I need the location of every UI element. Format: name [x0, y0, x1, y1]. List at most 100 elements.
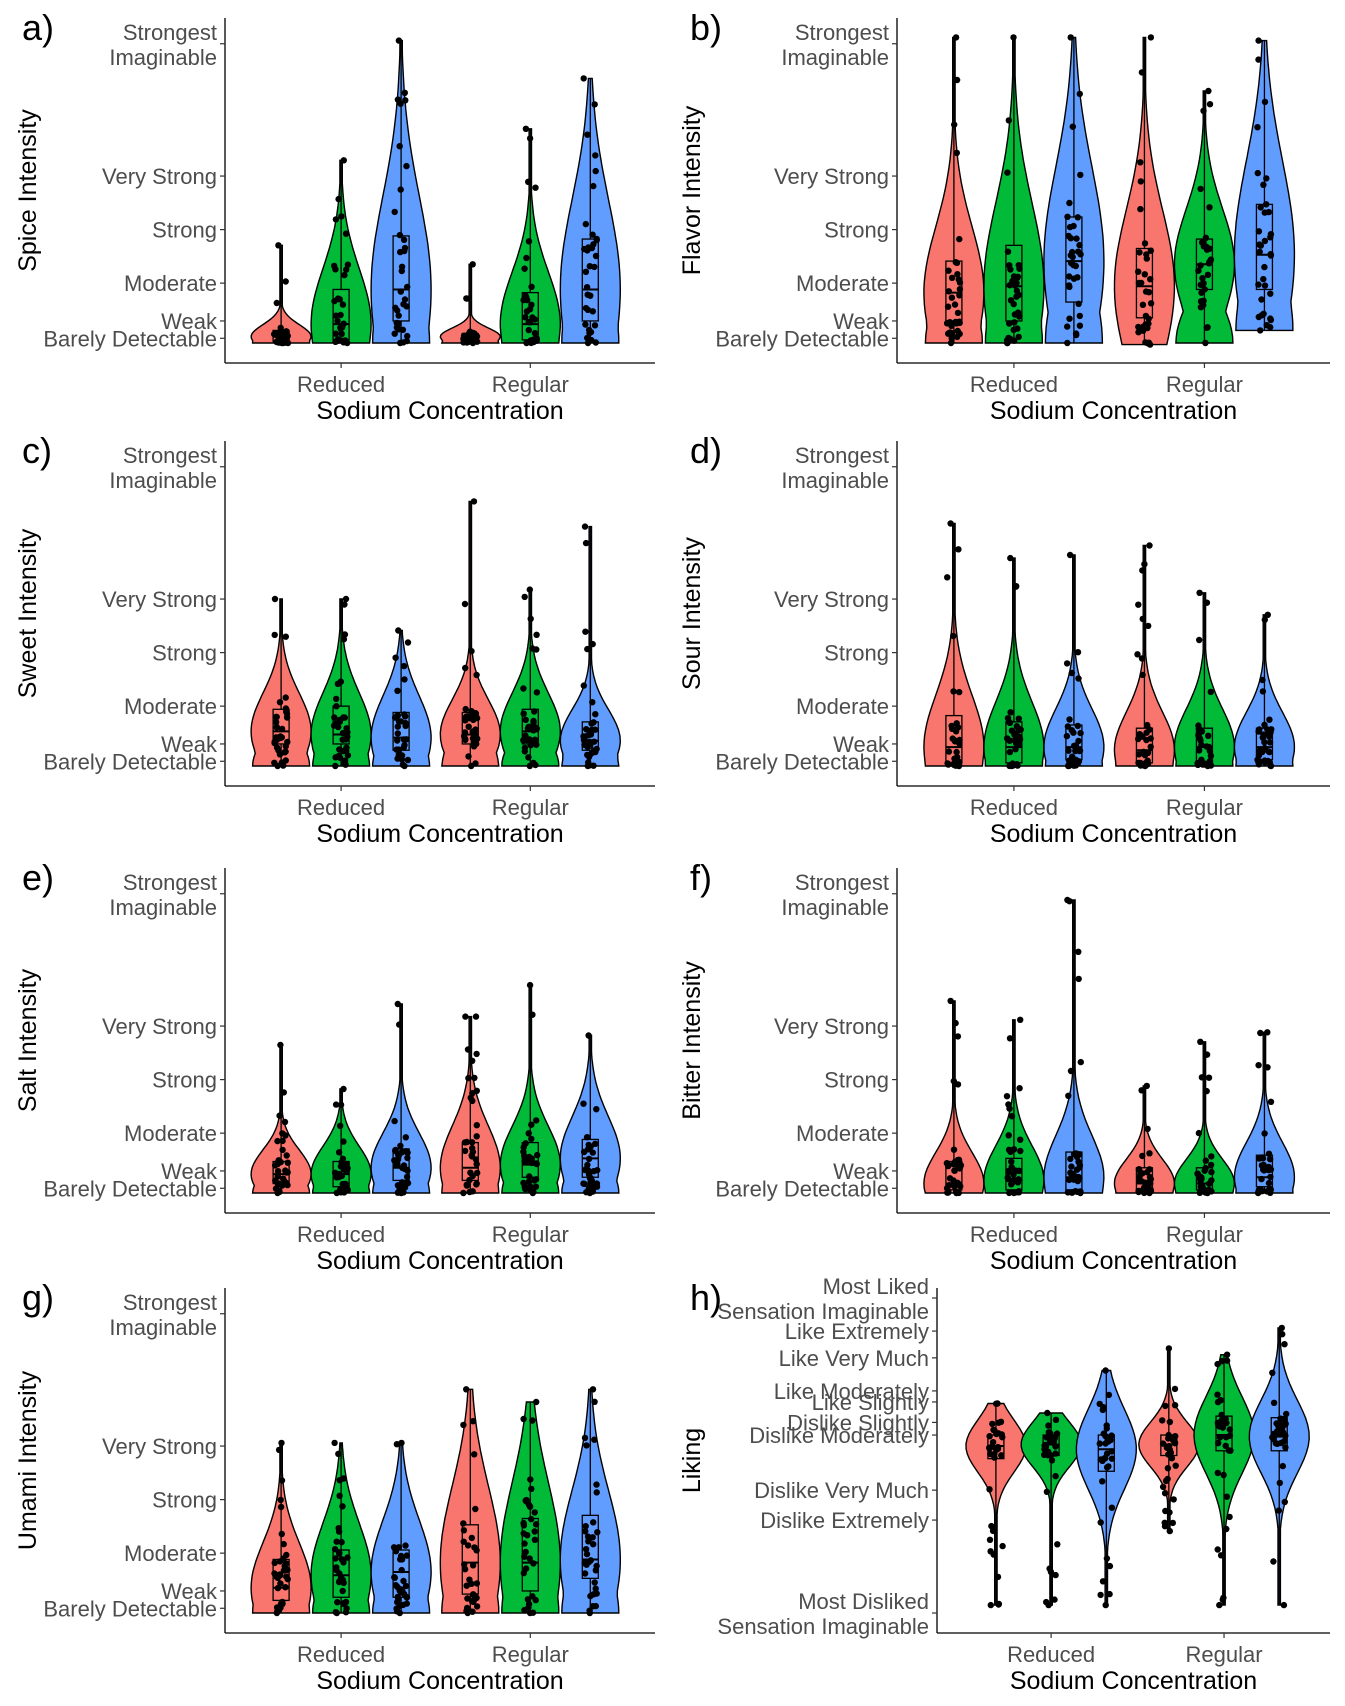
y-tick-label: Weak [833, 732, 890, 757]
data-point [986, 1536, 994, 1544]
data-point [1069, 1170, 1076, 1177]
data-point [533, 646, 540, 653]
data-point [400, 339, 407, 346]
data-point [1280, 1601, 1288, 1609]
data-point [954, 1081, 962, 1088]
data-point [1011, 737, 1018, 744]
data-point [473, 334, 480, 341]
x-tick-label: Reduced [970, 795, 1058, 820]
data-point [1261, 237, 1269, 245]
data-point [463, 1604, 471, 1612]
data-point [593, 1481, 600, 1488]
data-point [460, 1527, 468, 1534]
data-point [470, 743, 478, 750]
data-point [469, 1097, 476, 1105]
data-point [1197, 262, 1204, 269]
data-point [953, 320, 960, 327]
data-point [284, 1159, 291, 1166]
data-point [587, 731, 595, 738]
data-point [332, 266, 339, 273]
data-point [1261, 209, 1269, 216]
data-point [1140, 748, 1147, 755]
data-point [590, 1168, 597, 1175]
data-point [1214, 1546, 1221, 1553]
data-point [472, 1013, 480, 1020]
data-point [1016, 1085, 1023, 1092]
data-point [588, 720, 595, 727]
data-point [1072, 762, 1080, 769]
data-point [1266, 716, 1273, 723]
data-point [593, 1106, 600, 1113]
data-point [473, 1133, 480, 1140]
data-point [1261, 721, 1268, 728]
data-point [988, 1443, 995, 1450]
data-point [1135, 759, 1142, 767]
data-point [589, 1149, 596, 1156]
data-point [339, 1155, 347, 1163]
data-point [1147, 247, 1155, 254]
y-tick-label: Dislike Slightly [787, 1410, 929, 1435]
data-point [1100, 1430, 1108, 1437]
data-point [402, 719, 409, 727]
data-point [525, 326, 532, 334]
x-tick-label: Reduced [970, 1222, 1058, 1247]
data-point [464, 1595, 471, 1602]
data-point [277, 1580, 284, 1587]
data-point [1202, 339, 1209, 347]
data-point [1139, 567, 1146, 574]
data-point [331, 714, 338, 721]
data-point [590, 747, 598, 754]
data-point [394, 687, 401, 694]
data-point [1254, 169, 1262, 177]
data-point [393, 746, 400, 753]
data-point [333, 703, 340, 710]
data-point [592, 1567, 599, 1574]
data-point [945, 1182, 953, 1189]
data-point [277, 1503, 285, 1511]
data-point [1007, 297, 1015, 304]
y-tick-label: Strongest [795, 443, 889, 468]
data-point [1199, 275, 1206, 282]
data-point [1142, 321, 1149, 328]
x-axis-title: Sodium Concentration [990, 397, 1237, 425]
data-point [471, 1451, 478, 1458]
data-point [1106, 1590, 1113, 1598]
data-point [333, 1538, 340, 1545]
data-point [1282, 1432, 1289, 1439]
data-point [282, 705, 290, 712]
y-tick-label: Moderate [796, 1121, 889, 1146]
data-point [583, 1561, 590, 1568]
data-point [593, 1489, 600, 1496]
y-tick-label: Like Extremely [785, 1319, 929, 1344]
data-point [395, 1595, 402, 1602]
data-point [395, 627, 402, 634]
data-point [948, 274, 956, 281]
data-point [470, 329, 477, 337]
data-point [1003, 339, 1011, 347]
data-point [1261, 98, 1269, 106]
data-point [1075, 975, 1082, 983]
data-point [1068, 1163, 1075, 1170]
data-point [523, 254, 530, 262]
data-point [583, 284, 591, 291]
data-point [1139, 615, 1146, 623]
data-point [1270, 1430, 1278, 1438]
data-point [947, 520, 954, 527]
data-point [1043, 1488, 1051, 1496]
data-point [340, 1166, 347, 1173]
data-point [1074, 649, 1082, 656]
panel-label: e) [22, 857, 54, 898]
y-tick-label: Strong [152, 641, 217, 666]
data-point [532, 1521, 540, 1528]
data-point [1267, 1098, 1275, 1106]
data-point [520, 1522, 528, 1529]
data-point [1008, 727, 1016, 734]
data-point [1205, 1074, 1213, 1081]
data-point [1135, 279, 1143, 287]
data-point [529, 1011, 536, 1018]
data-point [1273, 1420, 1280, 1427]
data-point [273, 1573, 280, 1581]
data-point [1013, 583, 1020, 590]
